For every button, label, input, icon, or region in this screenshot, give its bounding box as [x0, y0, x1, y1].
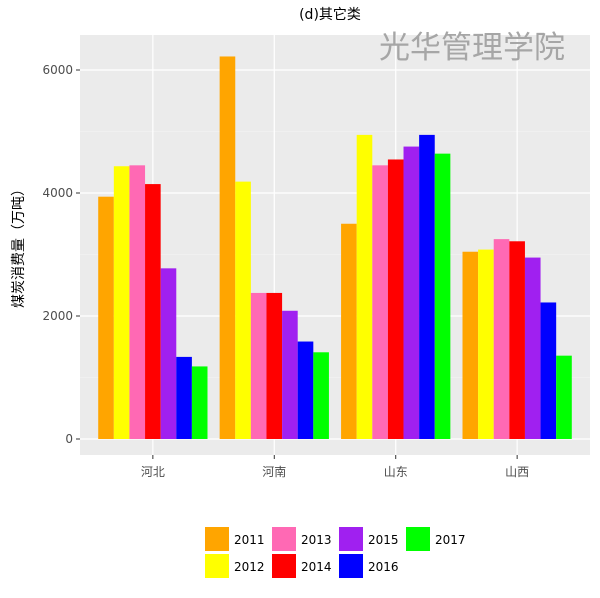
bar-2012-山东 [356, 134, 373, 439]
bar-2012-河南 [235, 181, 251, 439]
bar-2013-山东 [372, 165, 388, 439]
bar-2012-山西 [478, 249, 494, 439]
y-axis-label: 煤炭消费量（万吨） [11, 182, 27, 308]
bar-2014-河北 [145, 184, 161, 439]
legend-key-2011 [205, 527, 229, 551]
bar-2014-山西 [509, 241, 525, 439]
bar-2014-山东 [387, 159, 404, 440]
legend-key-2014 [272, 554, 296, 578]
legend-key-2013 [272, 527, 296, 551]
legend: 2011 2012 2013 2014 2015 2016 2017 [205, 527, 466, 578]
x-tick-label: 山西 [505, 465, 529, 479]
bar-2016-河北 [176, 356, 192, 439]
legend-label: 2011 [234, 533, 265, 547]
bar-2013-河南 [250, 292, 267, 439]
bar-2011-山西 [462, 251, 479, 439]
bar-2015-山东 [403, 146, 420, 439]
legend-label: 2013 [301, 533, 332, 547]
legend-key-2016 [339, 554, 363, 578]
x-tick-label: 山东 [384, 465, 408, 479]
x-tick-label: 河北 [141, 465, 165, 479]
bar-2015-河北 [160, 268, 177, 439]
bar-2017-山东 [434, 153, 451, 439]
legend-label: 2017 [435, 533, 466, 547]
bar-2017-山西 [556, 355, 572, 439]
bar-2017-河北 [191, 366, 208, 439]
bar-2013-山西 [493, 239, 510, 439]
bar-2016-山东 [419, 134, 435, 439]
y-tick-label: 2000 [42, 309, 73, 323]
bar-2017-河南 [313, 352, 329, 439]
legend-label: 2012 [234, 560, 265, 574]
legend-key-2012 [205, 554, 229, 578]
bar-2011-河南 [219, 56, 236, 439]
bar-2011-河北 [98, 196, 114, 439]
bar-2015-山西 [524, 257, 541, 439]
y-tick-label: 4000 [42, 186, 73, 200]
legend-label: 2014 [301, 560, 332, 574]
bar-2016-河南 [297, 341, 314, 439]
bar-2015-河南 [282, 310, 298, 439]
bar-2012-河北 [113, 166, 130, 439]
bar-2016-山西 [540, 302, 557, 439]
legend-label: 2015 [368, 533, 399, 547]
y-tick-label: 6000 [42, 63, 73, 77]
bar-2013-河北 [129, 165, 146, 439]
x-tick-label: 河南 [262, 464, 286, 479]
y-tick-label: 0 [65, 432, 73, 446]
chart-title: (d)其它类 [299, 6, 361, 23]
legend-key-2017 [406, 527, 430, 551]
watermark: 光华管理学院 [379, 30, 565, 66]
bar-2011-山东 [341, 223, 357, 439]
legend-key-2015 [339, 527, 363, 551]
bar-2014-河南 [266, 292, 283, 439]
legend-label: 2016 [368, 560, 399, 574]
